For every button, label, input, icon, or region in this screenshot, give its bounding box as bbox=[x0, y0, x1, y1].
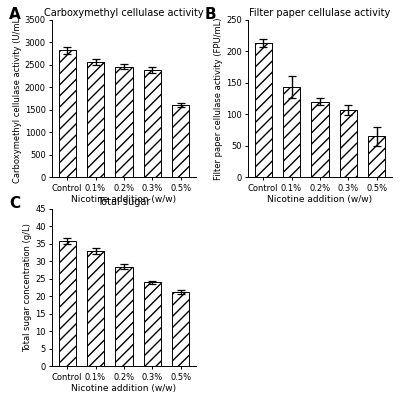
Text: C: C bbox=[9, 196, 20, 211]
Y-axis label: Filter paper cellulase activity (FPU/mL): Filter paper cellulase activity (FPU/mL) bbox=[214, 17, 223, 180]
Bar bbox=[172, 105, 190, 177]
Bar bbox=[172, 292, 190, 366]
Text: A: A bbox=[9, 7, 20, 22]
X-axis label: Nicotine addition (w/w): Nicotine addition (w/w) bbox=[268, 195, 372, 204]
Text: B: B bbox=[205, 7, 216, 22]
X-axis label: Nicotine addition (w/w): Nicotine addition (w/w) bbox=[72, 195, 176, 204]
Bar bbox=[283, 87, 300, 177]
Title: Total sugar: Total sugar bbox=[97, 197, 151, 207]
Bar bbox=[87, 62, 104, 177]
Title: Filter paper cellulase activity: Filter paper cellulase activity bbox=[249, 7, 391, 18]
Bar bbox=[144, 282, 161, 366]
Bar bbox=[116, 67, 132, 177]
Y-axis label: Total sugar concentration (g/L): Total sugar concentration (g/L) bbox=[23, 223, 32, 352]
Bar bbox=[312, 102, 328, 177]
Bar bbox=[340, 110, 357, 177]
Bar bbox=[254, 43, 272, 177]
Bar bbox=[87, 251, 104, 366]
Bar bbox=[116, 267, 132, 366]
Title: Carboxymethyl cellulase activity: Carboxymethyl cellulase activity bbox=[44, 7, 204, 18]
Bar bbox=[58, 241, 76, 366]
Y-axis label: Carboxymethyl cellulase activity (U/mL): Carboxymethyl cellulase activity (U/mL) bbox=[13, 14, 22, 183]
Bar bbox=[368, 136, 386, 177]
Bar bbox=[58, 50, 76, 177]
X-axis label: Nicotine addition (w/w): Nicotine addition (w/w) bbox=[72, 385, 176, 394]
Bar bbox=[144, 70, 161, 177]
